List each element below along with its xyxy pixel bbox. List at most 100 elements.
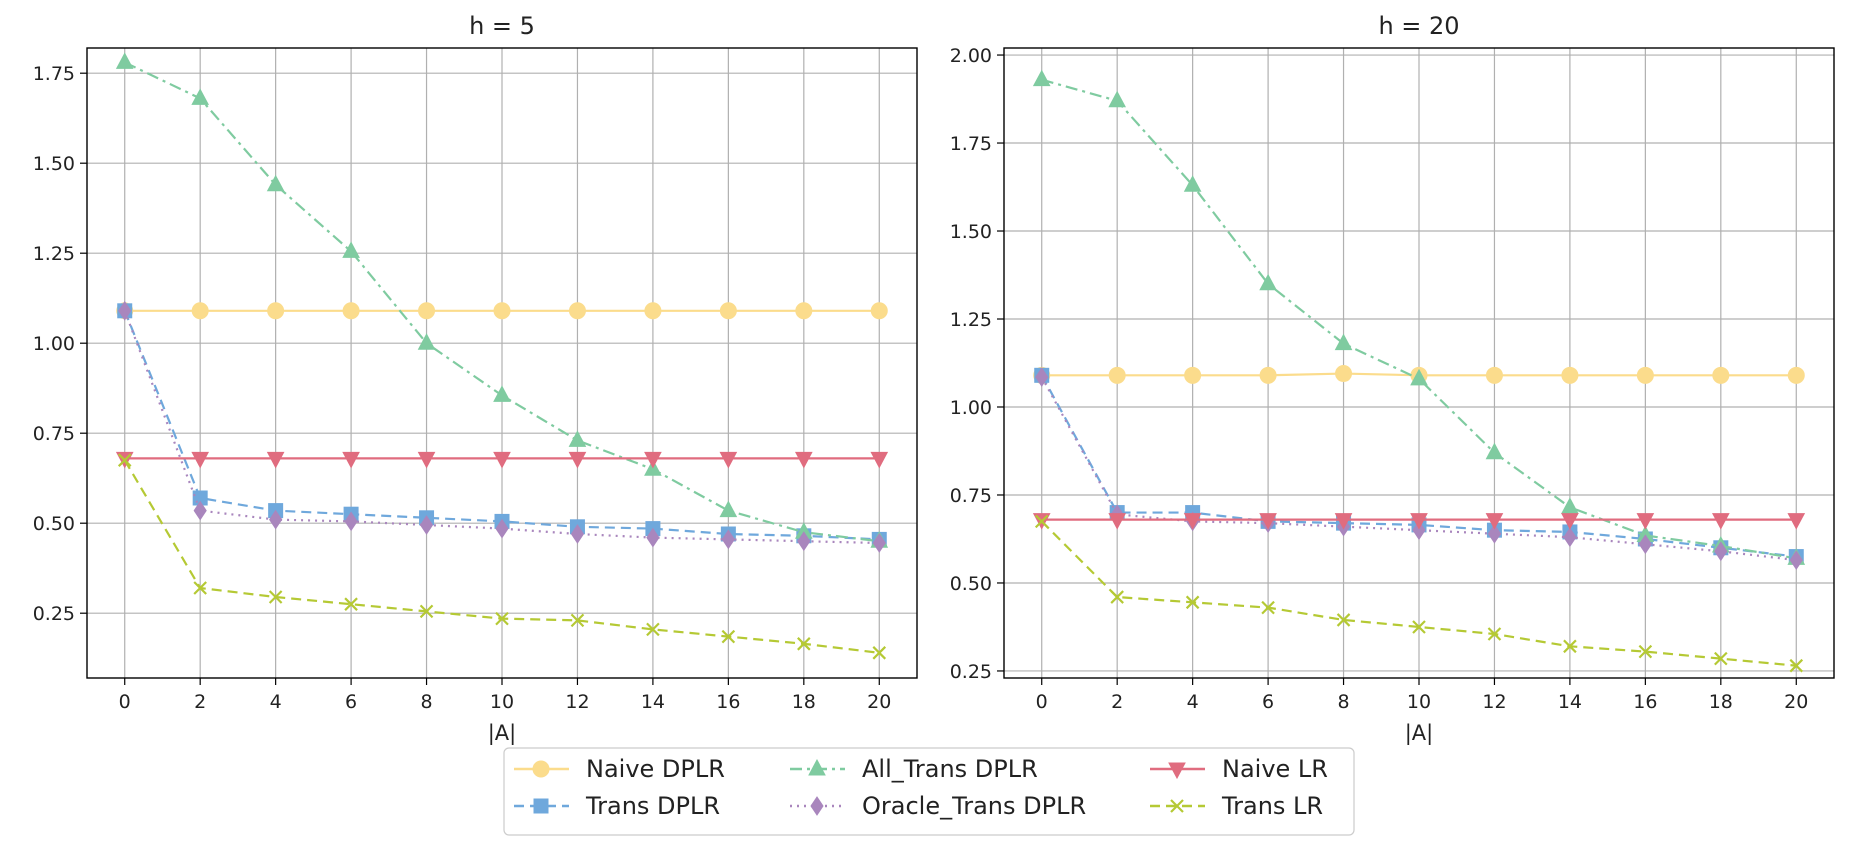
- data-point: [419, 604, 434, 619]
- data-point: [646, 527, 660, 548]
- legend-marker: [808, 758, 826, 776]
- data-point: [417, 333, 436, 350]
- data-point: [1412, 620, 1426, 634]
- x-tick-label: 8: [420, 691, 432, 713]
- data-point: [872, 646, 887, 660]
- data-point: [342, 241, 360, 258]
- x-tick-label: 2: [194, 691, 206, 713]
- data-point: [797, 531, 811, 552]
- subplot-title: h = 5: [469, 12, 535, 40]
- data-point: [1789, 550, 1803, 570]
- legend-entry-trans-lr: Trans LR: [1150, 792, 1323, 820]
- data-point: [719, 302, 737, 320]
- legend-label: Oracle_Trans DPLR: [862, 792, 1086, 820]
- data-point: [1336, 613, 1351, 627]
- data-point: [570, 613, 585, 628]
- x-tick-label: 18: [1709, 691, 1733, 713]
- y-tick-label: 0.75: [33, 423, 75, 445]
- x-tick-label: 16: [1633, 691, 1657, 713]
- data-point: [1561, 366, 1579, 384]
- legend-label: All_Trans DPLR: [862, 755, 1038, 783]
- data-point: [1110, 590, 1124, 604]
- x-tick-label: 4: [270, 691, 282, 713]
- data-point: [646, 622, 660, 637]
- x-tick-label: 10: [490, 691, 514, 713]
- y-tick-label: 0.50: [33, 513, 75, 535]
- legend-marker: [1168, 762, 1186, 780]
- series-line: [1040, 520, 1797, 667]
- data-point: [568, 451, 587, 469]
- legend-entry-naive-lr: Naive LR: [1150, 755, 1328, 783]
- x-axis-label: |A|: [488, 721, 517, 746]
- legend-marker: [532, 760, 550, 778]
- data-point: [794, 451, 813, 469]
- data-point: [191, 302, 209, 320]
- data-point: [721, 629, 736, 644]
- legend-entry-naive-dplr: Naive DPLR: [514, 755, 725, 783]
- data-point: [568, 302, 586, 320]
- data-point: [721, 529, 735, 550]
- subplot-1: 0 2 4 6 8 10 12 14 16 18 20 0.25 0.50 0.75 1.00 1.25 1.5…: [33, 12, 918, 746]
- series-trans-lr: [1034, 514, 1804, 673]
- x-tick-label: 10: [1407, 691, 1431, 713]
- data-point: [1636, 513, 1655, 530]
- y-tick-label: 2.00: [950, 45, 992, 67]
- data-point: [1334, 513, 1353, 530]
- x-tick-label: 0: [119, 691, 131, 713]
- y-tick-label: 1.25: [950, 309, 992, 331]
- data-point: [1563, 527, 1577, 548]
- x-tick-label: 6: [345, 691, 357, 713]
- series-naive-lr: [1032, 513, 1806, 530]
- data-point: [418, 302, 436, 320]
- x-tick-label: 14: [641, 691, 665, 713]
- data-point: [1108, 90, 1127, 108]
- data-point: [1335, 365, 1353, 383]
- y-tick-label: 1.75: [950, 133, 992, 155]
- y-tick-label: 0.50: [950, 573, 992, 595]
- data-point: [644, 451, 662, 469]
- data-point: [1259, 366, 1277, 384]
- y-tick-label: 1.50: [950, 221, 992, 243]
- subplot-title: h = 20: [1378, 12, 1459, 40]
- data-point: [344, 597, 358, 611]
- legend-label: Naive LR: [1222, 755, 1328, 783]
- x-tick-label: 8: [1337, 691, 1349, 713]
- data-point: [870, 302, 888, 320]
- data-point: [1184, 366, 1202, 384]
- data-point: [1259, 513, 1277, 530]
- legend-box: [503, 747, 1355, 836]
- x-tick-label: 0: [1036, 691, 1048, 713]
- data-point: [1787, 513, 1806, 530]
- series-line: [1041, 78, 1797, 560]
- series-trans-lr: [117, 453, 887, 660]
- x-tick-label: 14: [1558, 691, 1582, 713]
- data-point: [342, 302, 360, 320]
- data-point: [870, 451, 889, 469]
- data-point: [266, 174, 285, 192]
- legend-entry-oracle-trans-dplr: Oracle_Trans DPLR: [790, 792, 1086, 820]
- legend-label: Trans LR: [1221, 792, 1323, 820]
- subplot-2: 0 2 4 6 8 10 12 14 16 18 20 0.25 0.50 0.75 1.00 1.25 1.5…: [950, 12, 1835, 746]
- data-point: [493, 302, 511, 320]
- legend-entry-all-trans-dplr: All_Trans DPLR: [790, 755, 1038, 783]
- data-point: [344, 511, 358, 532]
- data-point: [495, 518, 509, 539]
- data-point: [1334, 333, 1353, 351]
- x-tick-label: 16: [716, 691, 740, 713]
- data-point: [417, 451, 436, 469]
- data-point: [269, 509, 283, 530]
- data-point: [1410, 368, 1428, 386]
- y-tick-label: 0.25: [950, 661, 992, 683]
- data-point: [1563, 639, 1577, 654]
- data-point: [1638, 644, 1653, 659]
- data-point: [117, 453, 132, 467]
- x-tick-label: 20: [1784, 691, 1808, 713]
- data-point: [342, 451, 360, 469]
- data-point: [570, 524, 585, 544]
- data-point: [266, 451, 285, 469]
- y-tick-label: 1.50: [33, 153, 75, 175]
- data-point: [872, 533, 886, 553]
- data-point: [193, 581, 207, 595]
- data-point: [118, 300, 132, 321]
